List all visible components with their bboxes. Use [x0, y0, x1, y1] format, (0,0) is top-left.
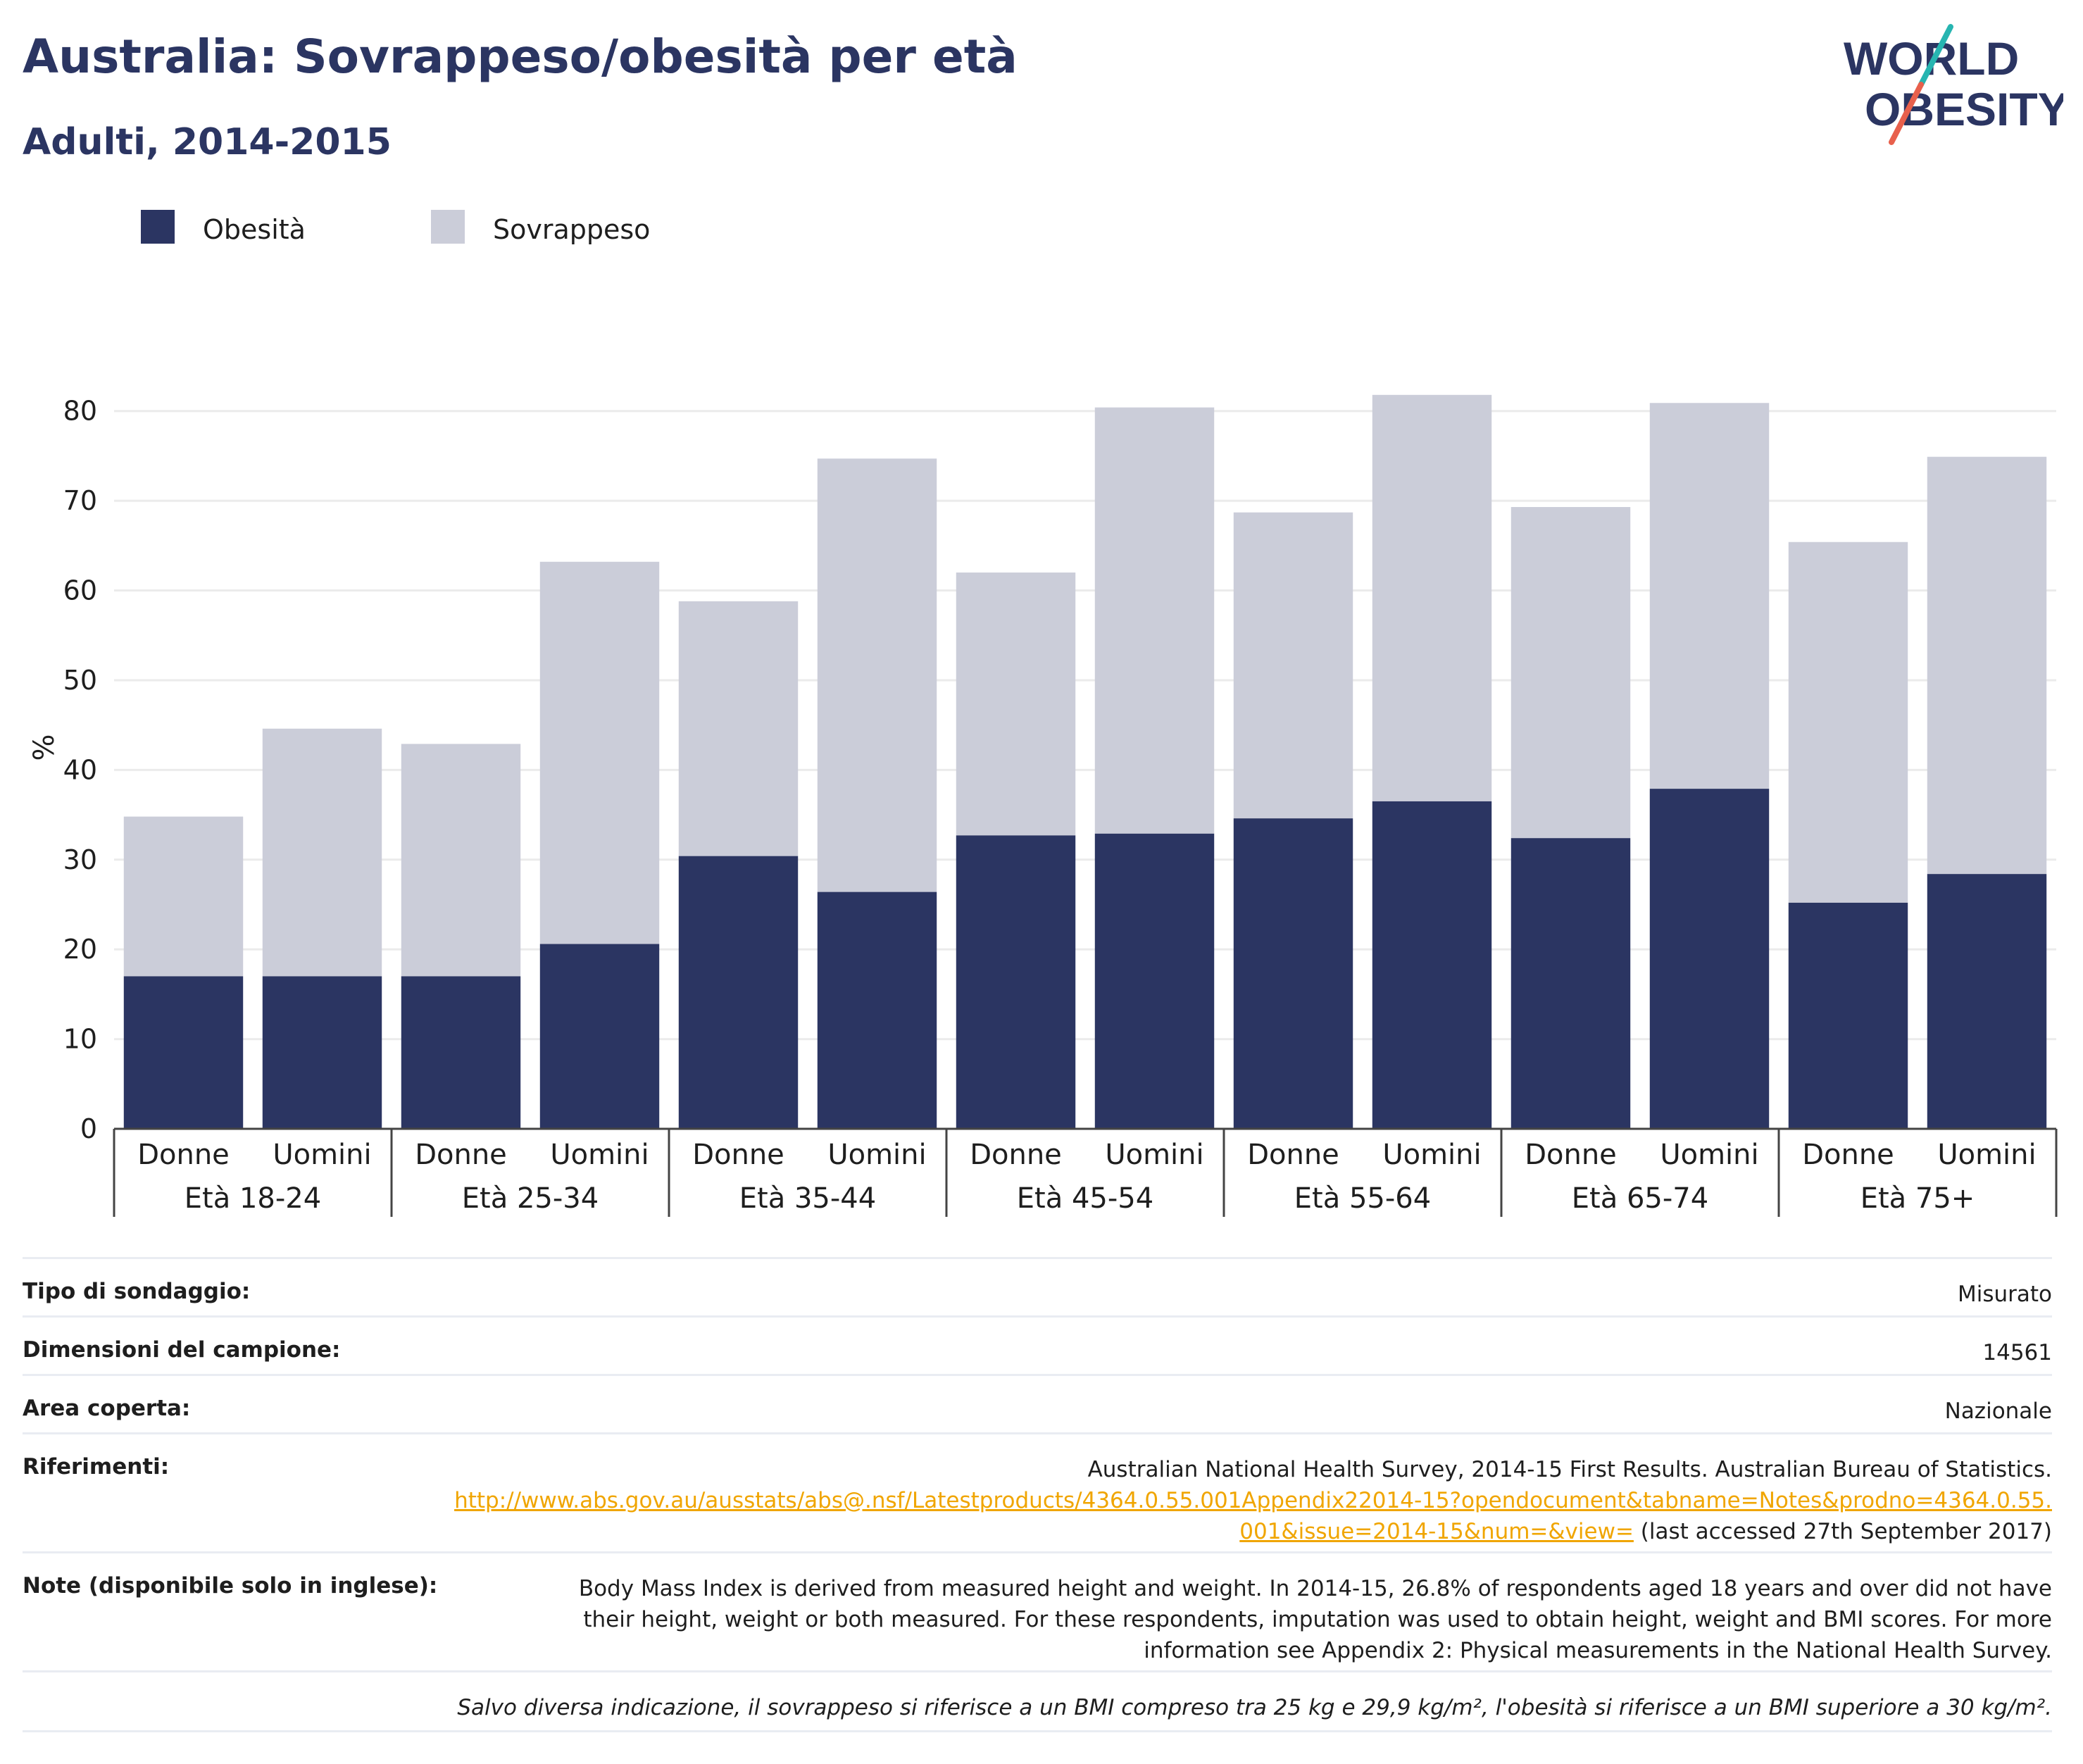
x-tick-label: Uomini — [550, 1139, 649, 1171]
bar-overweight — [678, 601, 799, 856]
bar-obesity — [1649, 789, 1770, 1129]
bar-overweight — [1927, 456, 2047, 875]
footnote-text: Salvo diversa indicazione, il sovrappeso… — [457, 1695, 2052, 1720]
notes-value: Body Mass Index is derived from measured… — [578, 1576, 2052, 1663]
x-tick-label: Donne — [1802, 1139, 1894, 1171]
group-label: Età 25-34 — [462, 1182, 599, 1215]
y-tick-label: 40 — [63, 754, 97, 785]
info-row-survey-type: Tipo di sondaggio: Misurato — [23, 1257, 2052, 1315]
logo-slash-teal — [1918, 24, 1953, 87]
bar-obesity — [1788, 902, 1908, 1129]
legend-swatch-obesity — [141, 210, 175, 244]
references-label: Riferimenti: — [23, 1454, 170, 1480]
references-text: Australian National Health Survey, 2014-… — [1087, 1457, 2052, 1482]
bar-overweight — [1510, 507, 1631, 839]
x-tick-label: Uomini — [1382, 1139, 1481, 1171]
logo-slash-coral — [1889, 82, 1924, 145]
bar-obesity — [401, 976, 521, 1129]
bar-overweight — [817, 458, 937, 892]
y-tick-label: 50 — [63, 665, 97, 696]
x-tick-label: Uomini — [273, 1139, 371, 1171]
sample-size-label: Dimensioni del campione: — [23, 1337, 341, 1363]
y-tick-label: 70 — [63, 485, 97, 516]
y-tick-label: 80 — [63, 396, 97, 427]
group-label: Età 55-64 — [1294, 1182, 1431, 1215]
logo-text-obesity: OBESITY — [1865, 83, 2063, 135]
chart-title: Australia: Sovrappeso/obesità per età — [23, 30, 1018, 84]
notes-label: Note (disponibile solo in inglese): — [23, 1573, 438, 1599]
bar-obesity — [956, 835, 1076, 1129]
bar-obesity — [1094, 833, 1215, 1129]
group-label: Età 65-74 — [1572, 1182, 1708, 1215]
bar-overweight — [123, 816, 244, 977]
bar-overweight — [401, 744, 521, 977]
bar-overweight — [1788, 542, 1908, 903]
group-label: Età 35-44 — [739, 1182, 876, 1215]
area-label: Area coperta: — [23, 1396, 191, 1421]
survey-type-value: Misurato — [1957, 1282, 2052, 1307]
bar-obesity — [539, 944, 660, 1129]
y-tick-label: 20 — [63, 934, 97, 965]
info-row-references: Riferimenti: Australian National Health … — [23, 1432, 2052, 1551]
references-link[interactable]: http://www.abs.gov.au/ausstats/abs@.nsf/… — [454, 1488, 2052, 1544]
y-axis-label: % — [28, 734, 61, 761]
references-accessed: (last accessed 27th September 2017) — [1633, 1519, 2052, 1544]
x-tick-label: Donne — [970, 1139, 1062, 1171]
references-value: Australian National Health Survey, 2014-… — [453, 1434, 2052, 1547]
y-tick-label: 30 — [63, 844, 97, 875]
legend-swatch-overweight — [431, 210, 465, 244]
y-tick-label: 10 — [63, 1024, 97, 1055]
bar-overweight — [1094, 407, 1215, 834]
x-tick-label: Uomini — [1937, 1139, 2036, 1171]
info-row-sample-size: Dimensioni del campione: 14561 — [23, 1315, 2052, 1374]
bar-obesity — [1510, 838, 1631, 1129]
axis-layer: 0 10 20 30 40 50 60 70 80% Donne Uomini Donne Uomini… — [28, 396, 2058, 1217]
x-tick-label: Uomini — [1660, 1139, 1758, 1171]
group-label: Età 18-24 — [184, 1182, 321, 1215]
bar-obesity — [1372, 801, 1492, 1129]
bar-layer — [123, 394, 2047, 1129]
y-tick-label: 0 — [80, 1113, 97, 1144]
x-tick-label: Donne — [1525, 1139, 1617, 1171]
group-label: Età 75+ — [1860, 1182, 1975, 1215]
info-row-notes: Note (disponibile solo in inglese): Body… — [23, 1551, 2052, 1670]
x-tick-label: Donne — [1247, 1139, 1339, 1171]
bar-overweight — [262, 728, 382, 977]
legend-label-obesity: Obesità — [203, 214, 306, 245]
x-tick-label: Donne — [137, 1139, 230, 1171]
bar-obesity — [1233, 818, 1353, 1129]
y-tick-label: 60 — [63, 575, 97, 606]
bar-obesity — [262, 976, 382, 1129]
sample-size-value: 14561 — [1982, 1340, 2052, 1365]
x-tick-label: Donne — [415, 1139, 507, 1171]
stacked-bar-chart: 0 10 20 30 40 50 60 70 80% Donne Uomini Donne Uomini… — [28, 394, 2058, 1217]
bar-obesity — [123, 976, 244, 1129]
bar-overweight — [1649, 403, 1770, 789]
bar-obesity — [817, 892, 937, 1129]
x-tick-label: Uomini — [1105, 1139, 1203, 1171]
legend-label-overweight: Sovrappeso — [493, 214, 651, 245]
area-value: Nazionale — [1944, 1399, 2052, 1424]
info-row-footnote: Salvo diversa indicazione, il sovrappeso… — [23, 1670, 2052, 1732]
info-row-area: Area coperta: Nazionale — [23, 1374, 2052, 1432]
bar-overweight — [1372, 394, 1492, 801]
bar-obesity — [1927, 874, 2047, 1129]
bar-overweight — [956, 573, 1076, 836]
group-label: Età 45-54 — [1017, 1182, 1153, 1215]
x-tick-label: Uomini — [827, 1139, 926, 1171]
bar-overweight — [539, 561, 660, 944]
bar-obesity — [678, 856, 799, 1129]
survey-type-label: Tipo di sondaggio: — [23, 1279, 251, 1304]
chart-subtitle: Adulti, 2014-2015 — [23, 121, 392, 163]
info-table: Tipo di sondaggio: Misurato Dimensioni d… — [23, 1257, 2052, 1732]
bar-overweight — [1233, 512, 1353, 819]
world-obesity-logo: WORLD OBESITY — [1844, 24, 2063, 145]
x-tick-label: Donne — [692, 1139, 784, 1171]
